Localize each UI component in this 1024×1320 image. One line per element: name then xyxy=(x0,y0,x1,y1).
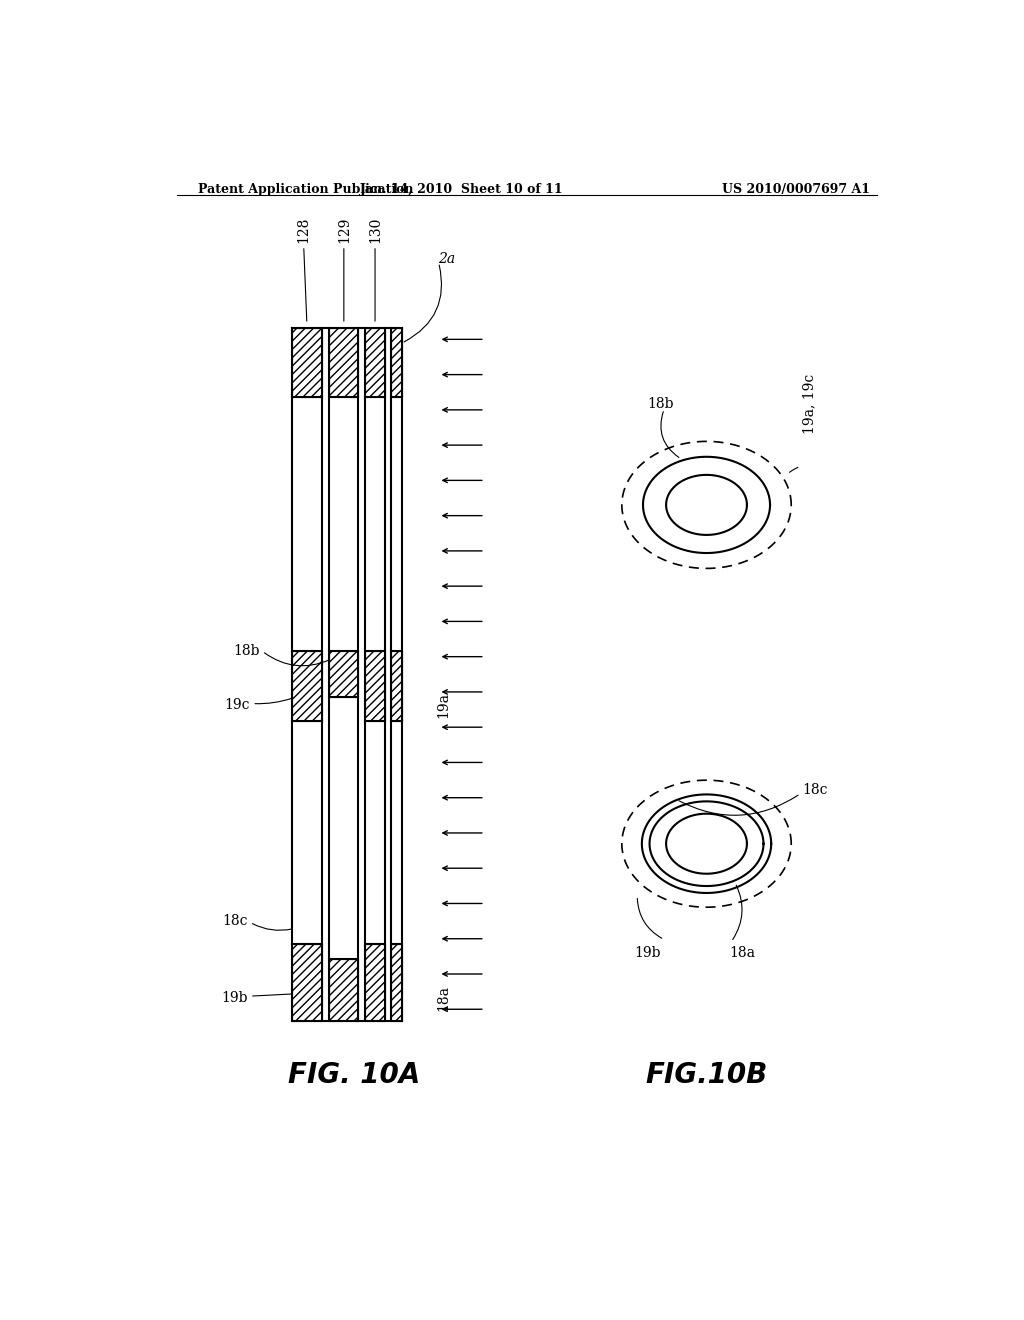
Text: 18b: 18b xyxy=(233,644,260,659)
Text: 18b: 18b xyxy=(647,396,674,411)
Text: Patent Application Publication: Patent Application Publication xyxy=(199,183,414,197)
Circle shape xyxy=(671,797,678,805)
Text: 128: 128 xyxy=(296,216,310,321)
Text: FIG.10B: FIG.10B xyxy=(645,1061,768,1089)
Bar xyxy=(330,960,358,1020)
Text: 19b: 19b xyxy=(634,945,660,960)
Text: 19c: 19c xyxy=(224,698,250,711)
Bar xyxy=(330,327,358,397)
Text: 130: 130 xyxy=(368,216,382,321)
Text: US 2010/0007697 A1: US 2010/0007697 A1 xyxy=(722,183,869,197)
Bar xyxy=(292,944,322,1020)
Bar xyxy=(366,327,385,397)
Text: 18a: 18a xyxy=(730,945,756,960)
Circle shape xyxy=(731,876,739,884)
Text: 19b: 19b xyxy=(221,991,248,1005)
Text: 2a: 2a xyxy=(438,252,456,265)
Bar xyxy=(292,651,322,721)
Bar xyxy=(330,651,358,697)
Bar xyxy=(391,651,401,721)
Bar xyxy=(391,327,401,397)
Text: 18c: 18c xyxy=(803,783,828,797)
Bar xyxy=(366,944,385,1020)
Text: 18a: 18a xyxy=(436,985,451,1011)
Text: 129: 129 xyxy=(337,216,351,321)
Text: Jan. 14, 2010  Sheet 10 of 11: Jan. 14, 2010 Sheet 10 of 11 xyxy=(359,183,563,197)
Bar xyxy=(366,651,385,721)
Bar xyxy=(292,327,322,397)
Text: 19a: 19a xyxy=(436,692,451,718)
Text: 19a, 19c: 19a, 19c xyxy=(803,374,817,434)
Circle shape xyxy=(676,458,684,465)
Bar xyxy=(391,944,401,1020)
Text: FIG. 10A: FIG. 10A xyxy=(288,1061,420,1089)
Text: 18c: 18c xyxy=(222,913,248,928)
